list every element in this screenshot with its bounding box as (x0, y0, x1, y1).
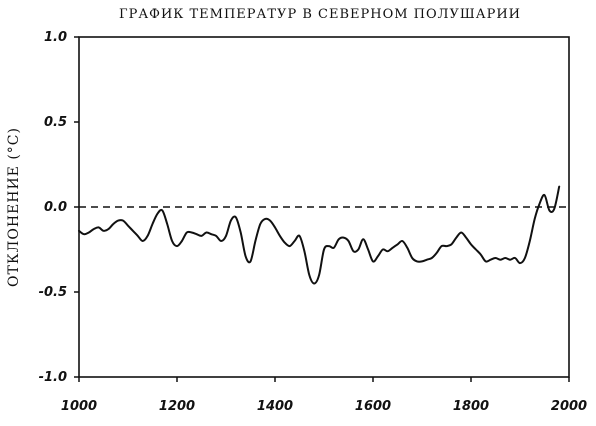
y-tick-label: 0.5 (44, 115, 67, 130)
tick-labels: 1.0 0.5 0.0 -0.5 -1.0 1000 1200 1400 1600 1800 200… (39, 30, 588, 414)
y-tick-label: 0.0 (44, 200, 67, 215)
x-tick-label: 1800 (453, 399, 489, 414)
x-tick-label: 1400 (257, 399, 293, 414)
y-tick-label: -0.5 (39, 285, 67, 300)
y-tick-label: 1.0 (44, 30, 67, 45)
axis-ticks (74, 36, 570, 382)
x-tick-label: 1600 (355, 399, 391, 414)
x-tick-label: 1200 (159, 399, 195, 414)
chart-title: ГРАФИК ТЕМПЕРАТУР В СЕВЕРНОМ ПОЛУШАРИИ (119, 7, 521, 22)
y-tick-label: -1.0 (39, 370, 67, 385)
y-axis-label: ОТКЛОНЕНИЕ (°C) (6, 127, 22, 287)
data-points (78, 186, 560, 285)
temperature-series-line (78, 185, 561, 285)
x-tick-label: 1000 (61, 399, 97, 414)
x-tick-label: 2000 (551, 399, 587, 414)
